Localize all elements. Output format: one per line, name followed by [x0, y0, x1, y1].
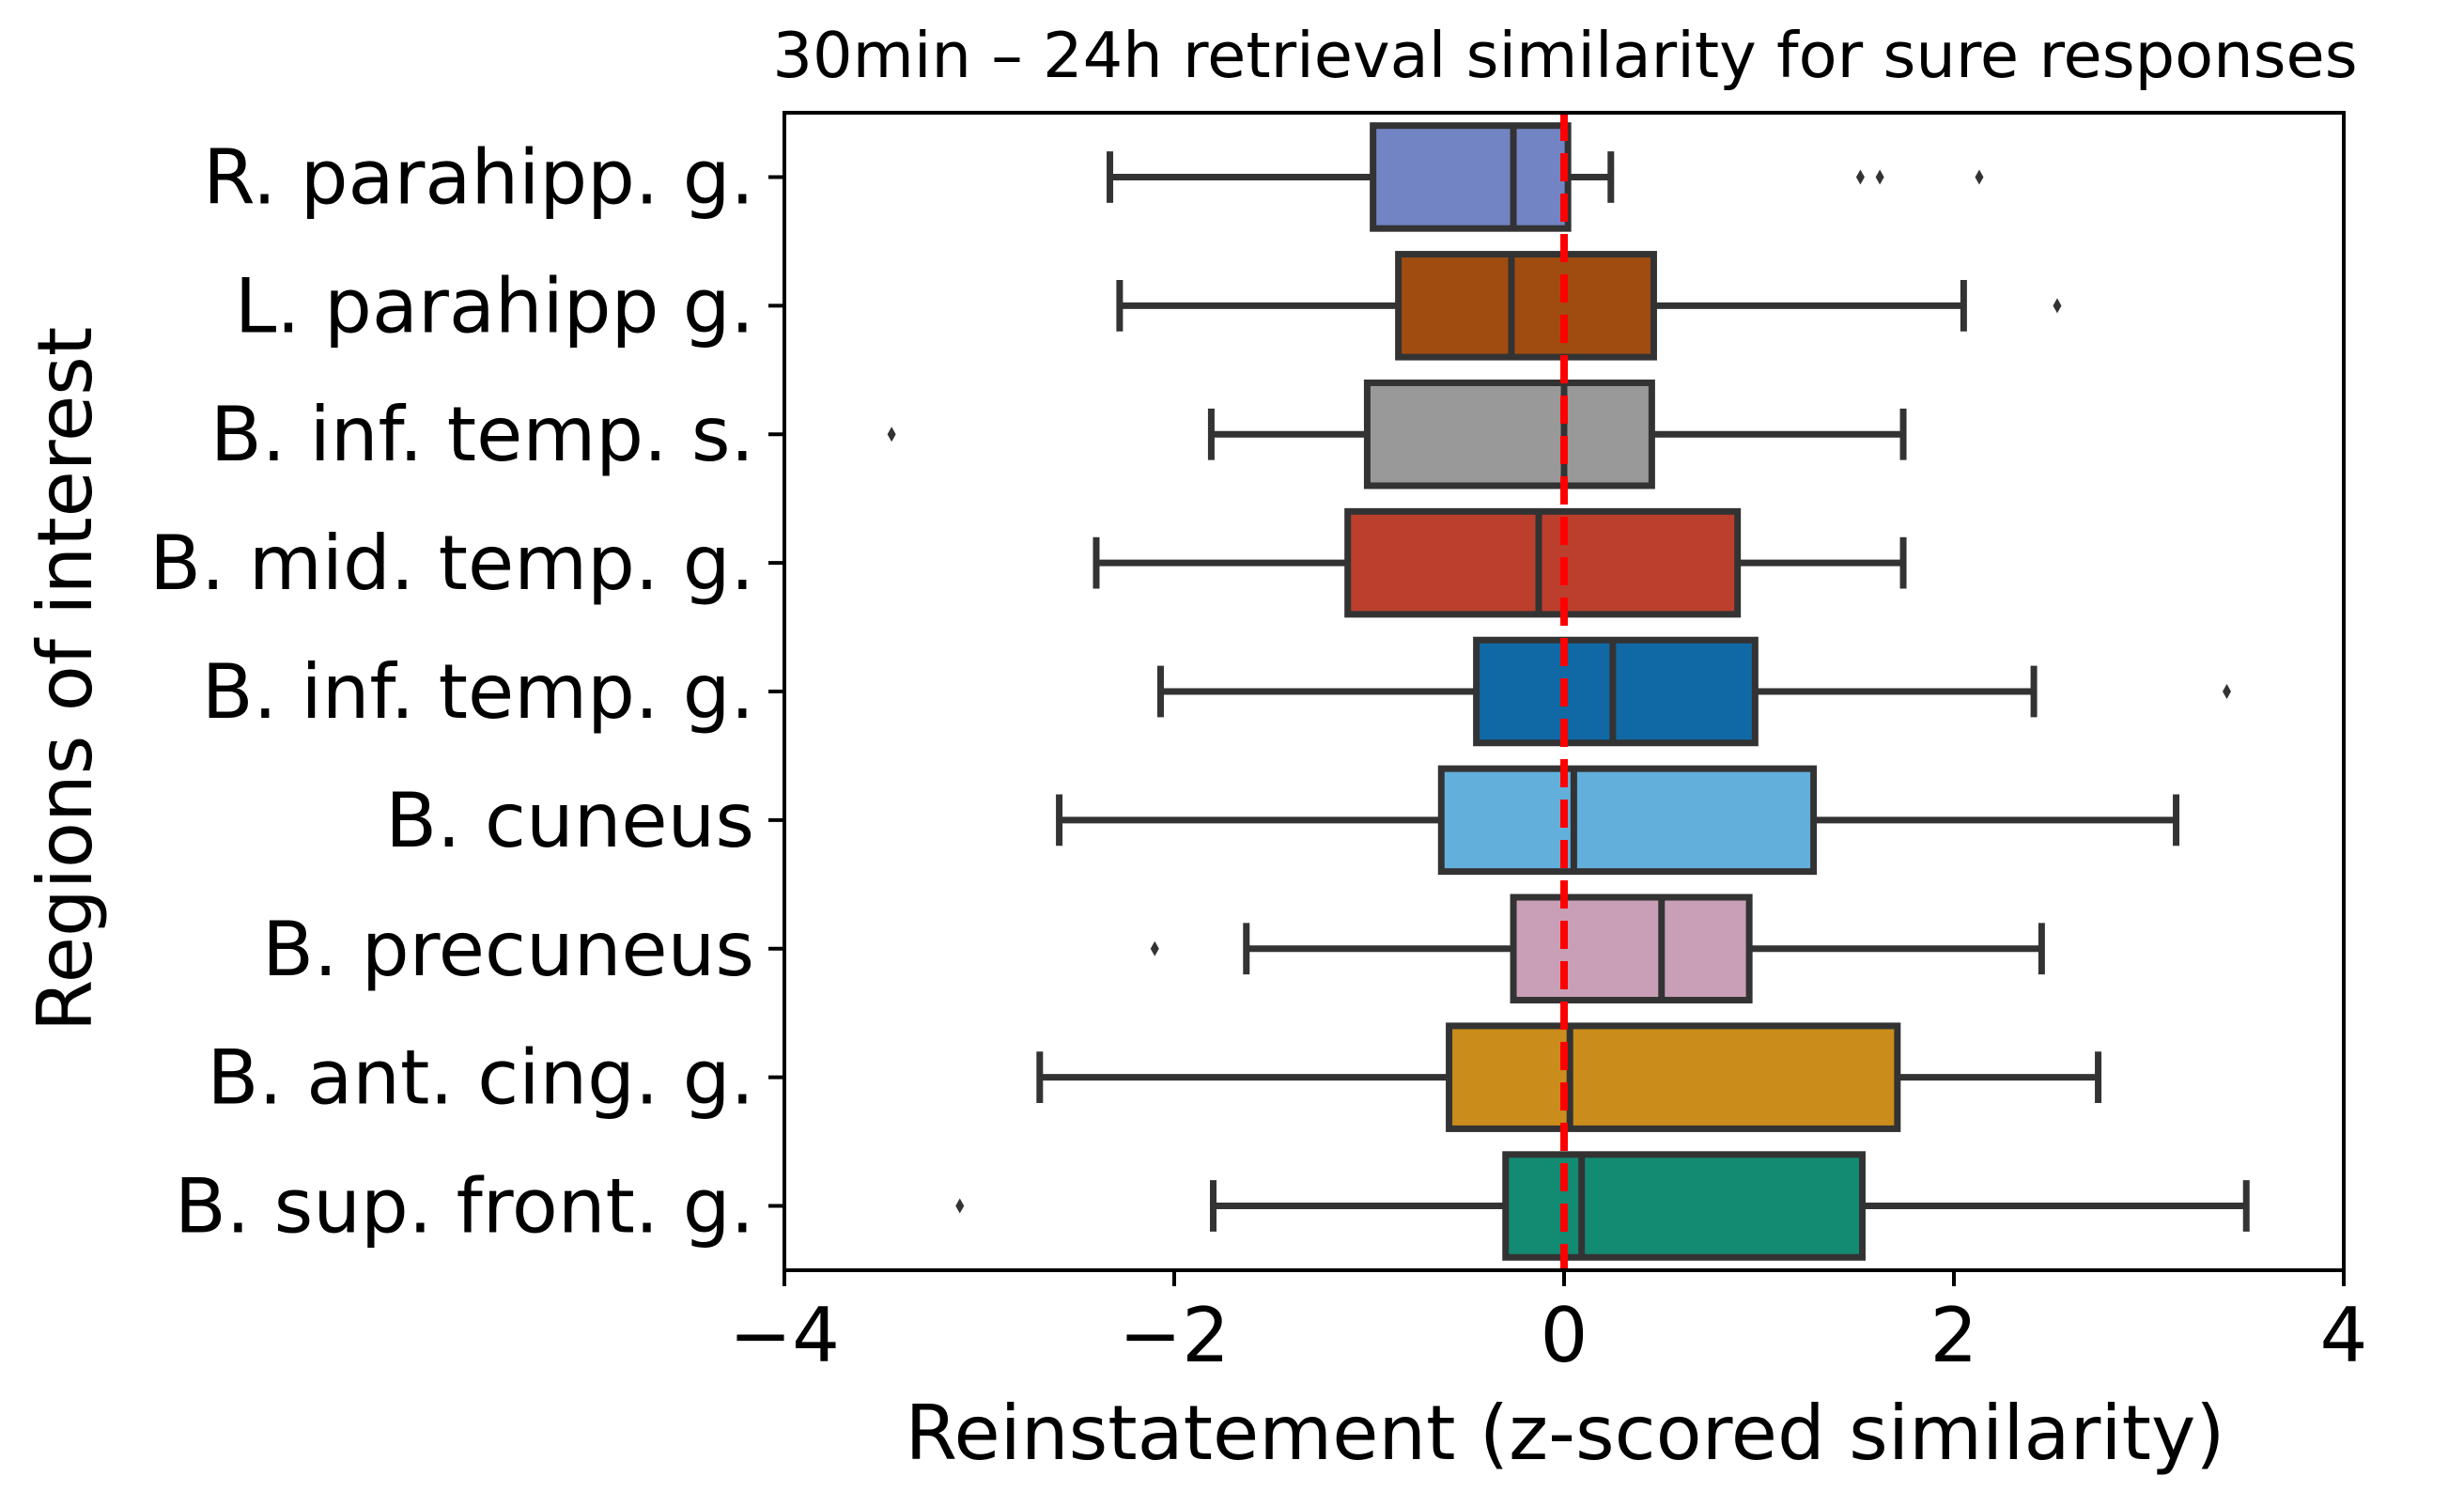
box-group — [887, 379, 1907, 489]
box-group — [955, 1151, 2250, 1261]
x-axis-title: Reinstatement (z-scored similarity) — [905, 1390, 2224, 1477]
box-iqr — [1502, 1151, 1866, 1261]
y-tick-label: B. inf. temp. g. — [202, 648, 754, 736]
box-iqr — [1370, 122, 1572, 232]
y-tick-label: B. inf. temp. s. — [210, 391, 754, 478]
box-group — [1036, 1022, 2102, 1132]
outlier-point — [2223, 684, 2231, 699]
box-group — [1107, 122, 1984, 232]
box-group — [1156, 636, 2231, 747]
box-group — [1150, 893, 2045, 1004]
outlier-point — [1855, 169, 1865, 185]
outlier-point — [955, 1198, 965, 1214]
y-tick-label: L. parahipp g. — [235, 262, 754, 350]
x-tick-label: 0 — [1541, 1292, 1588, 1379]
y-axis-title: Regions of interest — [22, 327, 109, 1032]
x-tick-label: −2 — [1119, 1292, 1230, 1379]
outlier-point — [2053, 298, 2062, 314]
x-tick-label: 2 — [1930, 1292, 1978, 1379]
y-tick-label: B. sup. front. g. — [175, 1163, 754, 1251]
x-tick-label: −4 — [729, 1292, 840, 1379]
outlier-point — [1975, 169, 1984, 185]
outlier-point — [1875, 169, 1884, 185]
y-tick-label: B. mid. temp. g. — [149, 520, 754, 607]
box-iqr — [1395, 251, 1657, 361]
box-group — [1056, 765, 2180, 876]
chart-title: 30min – 24h retrieval similarity for sur… — [772, 19, 2357, 92]
box-group — [1093, 507, 1907, 618]
box-iqr — [1363, 379, 1655, 489]
box-group — [1116, 251, 2062, 361]
box-iqr — [1437, 765, 1818, 876]
y-axis-ticks: R. parahipp. g. L. parahipp g. B. inf. tem… — [149, 133, 784, 1251]
y-tick-label: R. parahipp. g. — [203, 133, 754, 221]
x-axis-ticks: −4 −2 0 2 4 — [729, 1270, 2367, 1379]
y-tick-label: B. cuneus — [385, 777, 754, 864]
boxes-layer — [887, 122, 2250, 1261]
box-iqr — [1446, 1022, 1901, 1132]
outlier-point — [887, 427, 896, 443]
outlier-point — [1150, 940, 1159, 956]
x-tick-label: 4 — [2320, 1292, 2368, 1379]
box-iqr — [1510, 893, 1753, 1004]
box-iqr — [1344, 507, 1742, 618]
y-tick-label: B. precuneus — [262, 906, 754, 993]
y-tick-label: B. ant. cing. g. — [208, 1034, 754, 1122]
